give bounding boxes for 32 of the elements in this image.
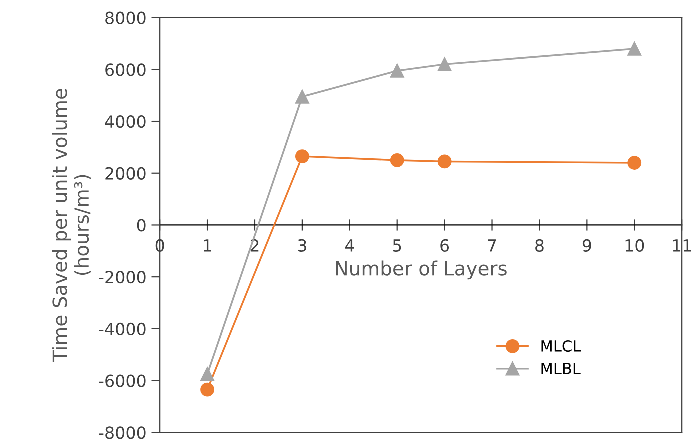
x-tick-label: 1 [204, 240, 212, 252]
point [628, 156, 642, 170]
y-tick-label: 0 [137, 219, 146, 232]
y-tick-label: 4000 [105, 115, 146, 128]
point [200, 382, 214, 397]
x-tick-label: 3 [298, 239, 306, 252]
point [390, 153, 404, 168]
y-axis-title: Time Saved per unit volume (hours/m³) [52, 89, 92, 362]
x-tick-label: 5 [393, 240, 402, 252]
y-tick-label: -8000 [99, 426, 146, 440]
y-tick-label: -6000 [99, 374, 146, 388]
x-axis-title: Number of Layers [336, 260, 507, 280]
x-tick-label: 9 [582, 239, 592, 252]
y-tick-label: -2000 [99, 271, 146, 284]
point [438, 154, 452, 169]
y-tick-label: 6000 [106, 64, 146, 76]
legend-label: MLCL [542, 340, 582, 352]
point [200, 367, 214, 382]
point [438, 58, 452, 72]
y-tick-label: 8000 [106, 12, 146, 24]
point [628, 42, 642, 56]
x-tick-label: 8 [536, 239, 544, 252]
y-tick-label: -4000 [99, 322, 146, 336]
point [390, 64, 404, 78]
x-tick-label: 4 [345, 240, 354, 252]
y-tick-label: 2000 [106, 167, 146, 180]
x-tick-label: 7 [488, 240, 496, 252]
point [296, 150, 310, 164]
point [296, 90, 310, 104]
x-tick-label: 6 [440, 239, 450, 252]
x-tick-label: 10 [626, 239, 644, 252]
legend-label: MLBL [542, 363, 581, 374]
